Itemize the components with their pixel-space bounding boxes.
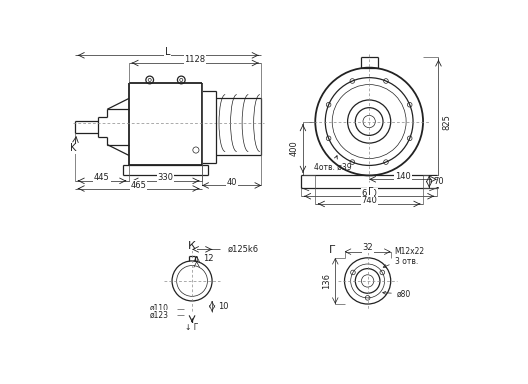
Text: К: К — [188, 240, 196, 250]
Text: 740: 740 — [361, 196, 377, 205]
Text: ø123: ø123 — [150, 310, 169, 319]
Text: L: L — [165, 47, 170, 57]
Text: Г: Г — [367, 187, 374, 197]
Text: ↓ Г: ↓ Г — [185, 323, 199, 333]
Text: ø125k6: ø125k6 — [228, 245, 259, 254]
Text: 465: 465 — [130, 181, 146, 190]
Text: M12x22
3 отв.: M12x22 3 отв. — [383, 247, 425, 268]
Text: 10: 10 — [218, 302, 229, 311]
Text: 4отв. ø39: 4отв. ø39 — [314, 156, 351, 171]
Text: 640: 640 — [361, 189, 377, 198]
Text: 32: 32 — [362, 243, 373, 252]
Text: 140: 140 — [395, 172, 411, 181]
Text: K: K — [70, 144, 76, 154]
Text: 330: 330 — [157, 173, 174, 182]
Text: Г: Г — [329, 245, 336, 255]
Text: 40: 40 — [227, 178, 237, 187]
Text: ø80: ø80 — [383, 289, 411, 298]
Text: 400: 400 — [290, 141, 299, 156]
Text: 445: 445 — [94, 173, 110, 182]
Text: ø110: ø110 — [150, 304, 169, 313]
Text: 1128: 1128 — [185, 55, 206, 65]
Text: 70: 70 — [433, 177, 444, 186]
Text: 825: 825 — [442, 114, 451, 130]
Text: 136: 136 — [323, 273, 332, 289]
Text: 12: 12 — [203, 254, 213, 263]
